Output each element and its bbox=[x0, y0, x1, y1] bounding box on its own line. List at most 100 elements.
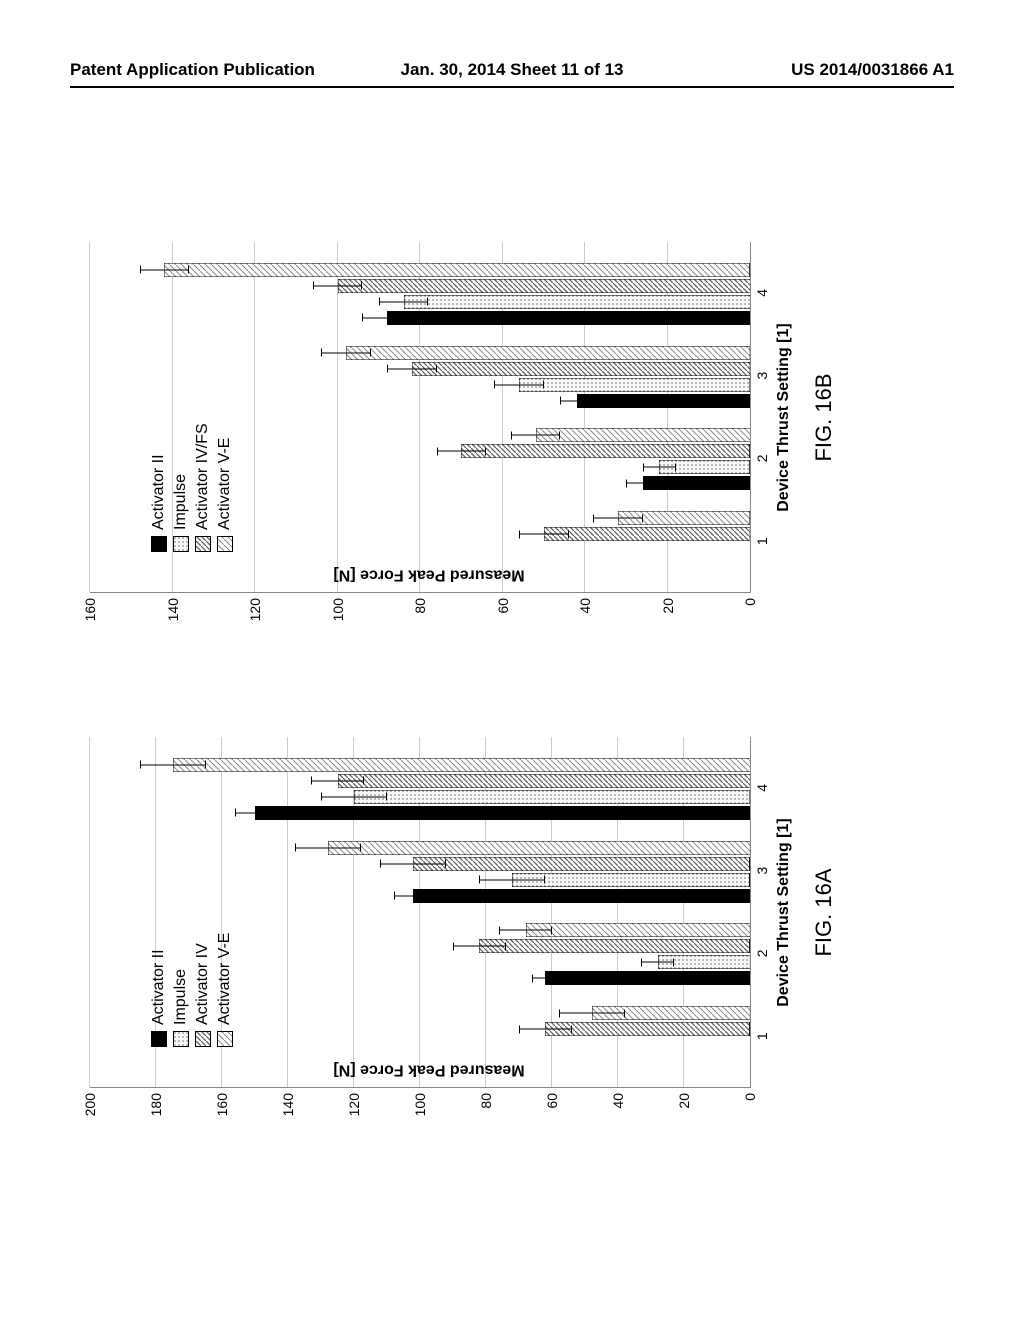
legend-label: Impulse bbox=[172, 474, 190, 530]
bar bbox=[512, 873, 750, 887]
ytick: 160 bbox=[82, 592, 98, 621]
bar bbox=[354, 790, 750, 804]
error-bar bbox=[311, 780, 364, 781]
ytick: 0 bbox=[742, 1087, 758, 1101]
figure-caption: FIG. 16A bbox=[811, 868, 837, 956]
patent-sheet: Patent Application Publication Jan. 30, … bbox=[0, 0, 1024, 1320]
bar bbox=[412, 362, 750, 376]
bar bbox=[413, 889, 750, 903]
legend-item: Impulse bbox=[172, 423, 190, 552]
error-bar bbox=[379, 301, 429, 302]
bar-group: 1 bbox=[545, 1004, 750, 1068]
legend-label: Activator V-E bbox=[216, 933, 234, 1025]
bar bbox=[255, 806, 750, 820]
ytick: 0 bbox=[742, 592, 758, 606]
y-axis-label: Measured Peak Force [N] bbox=[333, 565, 524, 583]
xtick: 3 bbox=[750, 867, 770, 875]
error-bar bbox=[519, 1029, 572, 1030]
error-bar bbox=[519, 534, 569, 535]
bar bbox=[577, 394, 750, 408]
bar-group: 4 bbox=[173, 756, 751, 820]
bar bbox=[519, 378, 750, 392]
ytick: 120 bbox=[346, 1087, 362, 1116]
legend: Activator IIImpulseActivator IVActivator… bbox=[150, 933, 238, 1047]
error-bar bbox=[560, 400, 593, 401]
chart-1: 020406080100120140160Measured Peak Force… bbox=[90, 190, 930, 645]
legend-item: Activator II bbox=[150, 933, 168, 1047]
legend-item: Activator V-E bbox=[216, 423, 234, 552]
xtick: 4 bbox=[750, 289, 770, 297]
ytick: 40 bbox=[577, 592, 593, 614]
ytick: 100 bbox=[330, 592, 346, 621]
error-bar bbox=[387, 368, 437, 369]
bar bbox=[387, 311, 750, 325]
bar bbox=[404, 295, 751, 309]
error-bar bbox=[380, 863, 446, 864]
legend-label: Activator II bbox=[150, 454, 168, 530]
bar-group: 2 bbox=[479, 921, 750, 985]
bar bbox=[346, 346, 750, 360]
error-bar bbox=[499, 930, 552, 931]
error-bar bbox=[479, 879, 545, 880]
error-bar bbox=[140, 269, 190, 270]
bar bbox=[164, 263, 750, 277]
legend-item: Activator II bbox=[150, 423, 168, 552]
xtick: 2 bbox=[750, 455, 770, 463]
error-bar bbox=[626, 483, 659, 484]
ytick: 120 bbox=[247, 592, 263, 621]
legend-label: Activator IV bbox=[194, 943, 212, 1025]
xtick: 2 bbox=[750, 950, 770, 958]
ytick: 180 bbox=[148, 1087, 164, 1116]
ytick: 20 bbox=[676, 1087, 692, 1109]
ytick: 60 bbox=[495, 592, 511, 614]
error-bar bbox=[494, 384, 544, 385]
error-bar bbox=[437, 451, 487, 452]
bar bbox=[173, 758, 751, 772]
error-bar bbox=[511, 435, 561, 436]
legend-label: Activator IV/FS bbox=[194, 423, 212, 530]
legend-label: Impulse bbox=[172, 969, 190, 1025]
error-bar bbox=[235, 812, 275, 813]
page-header: Patent Application Publication Jan. 30, … bbox=[70, 60, 954, 88]
header-left: Patent Application Publication bbox=[70, 60, 315, 80]
ytick: 80 bbox=[412, 592, 428, 614]
bar bbox=[545, 1022, 750, 1036]
xtick: 1 bbox=[750, 537, 770, 545]
bar bbox=[328, 841, 750, 855]
plot-area: 020406080100120140160180200Measured Peak… bbox=[90, 737, 751, 1088]
error-bar bbox=[295, 847, 361, 848]
ytick: 140 bbox=[165, 592, 181, 621]
error-bar bbox=[313, 285, 363, 286]
error-bar bbox=[321, 352, 371, 353]
x-axis-label: Device Thrust Setting [1] bbox=[775, 818, 793, 1006]
error-bar bbox=[140, 764, 206, 765]
header-center: Jan. 30, 2014 Sheet 11 of 13 bbox=[400, 60, 623, 80]
error-bar bbox=[643, 467, 676, 468]
legend-item: Impulse bbox=[172, 933, 190, 1047]
ytick: 80 bbox=[478, 1087, 494, 1109]
bar-group: 1 bbox=[544, 509, 750, 573]
charts-row: 020406080100120140160180200Measured Peak… bbox=[90, 190, 930, 1140]
error-bar bbox=[559, 1013, 625, 1014]
bar bbox=[536, 428, 751, 442]
error-bar bbox=[394, 895, 434, 896]
y-axis-label: Measured Peak Force [N] bbox=[333, 1060, 524, 1078]
bar bbox=[544, 527, 750, 541]
x-axis-label: Device Thrust Setting [1] bbox=[775, 323, 793, 511]
figure-region: 020406080100120140160180200Measured Peak… bbox=[35, 245, 985, 1085]
xtick: 4 bbox=[750, 784, 770, 792]
legend-label: Activator II bbox=[150, 949, 168, 1025]
bar bbox=[338, 774, 751, 788]
ytick: 20 bbox=[660, 592, 676, 614]
ytick: 40 bbox=[610, 1087, 626, 1109]
header-right: US 2014/0031866 A1 bbox=[791, 60, 954, 80]
ytick: 140 bbox=[280, 1087, 296, 1116]
error-bar bbox=[593, 518, 643, 519]
xtick: 3 bbox=[750, 372, 770, 380]
error-bar bbox=[641, 962, 674, 963]
error-bar bbox=[362, 317, 412, 318]
legend: Activator IIImpulseActivator IV/FSActiva… bbox=[150, 423, 238, 552]
error-bar bbox=[321, 796, 387, 797]
bar bbox=[461, 444, 750, 458]
error-bar bbox=[532, 978, 558, 979]
